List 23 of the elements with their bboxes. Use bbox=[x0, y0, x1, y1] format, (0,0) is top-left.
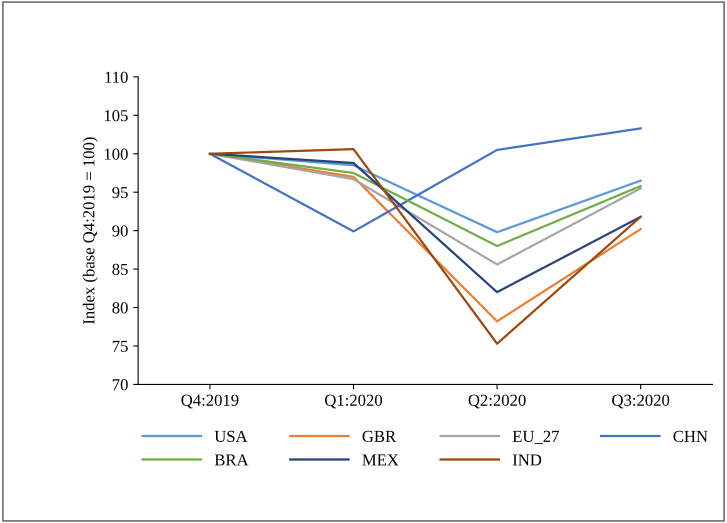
y-tick-label: 110 bbox=[106, 72, 128, 83]
y-axis-title: Index (base Q4:2019 = 100) bbox=[82, 137, 98, 324]
x-tick-label: Q1:2020 bbox=[325, 394, 382, 408]
y-tick-label: 70 bbox=[112, 379, 128, 390]
y-tick-label: 95 bbox=[112, 186, 128, 198]
legend-label: IND bbox=[512, 454, 542, 466]
x-tick-label: Q3:2020 bbox=[612, 394, 670, 408]
legend-label: MEX bbox=[362, 454, 399, 466]
line-series bbox=[208, 152, 642, 294]
legend-label: EU_27 bbox=[512, 430, 559, 444]
legend-label: CHN bbox=[673, 430, 708, 442]
y-tick-label: 75 bbox=[112, 340, 128, 352]
y-tick-label: 105 bbox=[104, 110, 128, 122]
legend-label: BRA bbox=[214, 454, 248, 466]
y-tick-label: 85 bbox=[112, 264, 128, 276]
y-tick-label: 80 bbox=[112, 302, 128, 314]
legend-label: GBR bbox=[362, 430, 396, 442]
line-series bbox=[208, 127, 642, 233]
y-tick-label: 100 bbox=[104, 148, 128, 160]
x-tick-label: Q2:2020 bbox=[468, 394, 526, 408]
x-tick-label: Q4:2019 bbox=[181, 394, 238, 408]
legend-label: USA bbox=[214, 430, 248, 442]
y-tick-label: 90 bbox=[112, 225, 128, 237]
